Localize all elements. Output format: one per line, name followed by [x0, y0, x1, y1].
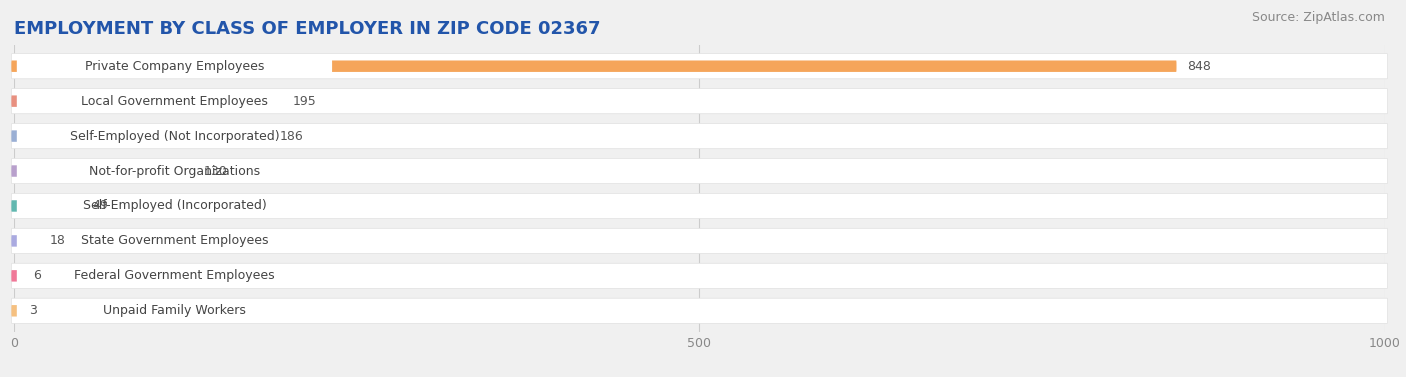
FancyBboxPatch shape — [17, 195, 332, 217]
FancyBboxPatch shape — [11, 95, 281, 107]
FancyBboxPatch shape — [17, 160, 332, 182]
FancyBboxPatch shape — [11, 158, 1388, 184]
FancyBboxPatch shape — [17, 230, 332, 252]
FancyBboxPatch shape — [11, 89, 1388, 114]
Text: 6: 6 — [34, 269, 41, 282]
Text: Local Government Employees: Local Government Employees — [82, 95, 269, 108]
FancyBboxPatch shape — [17, 300, 332, 322]
FancyBboxPatch shape — [11, 263, 1388, 288]
Text: EMPLOYMENT BY CLASS OF EMPLOYER IN ZIP CODE 02367: EMPLOYMENT BY CLASS OF EMPLOYER IN ZIP C… — [14, 20, 600, 38]
Text: 848: 848 — [1188, 60, 1212, 73]
FancyBboxPatch shape — [11, 235, 39, 247]
FancyBboxPatch shape — [11, 193, 1388, 219]
Text: 18: 18 — [49, 234, 66, 247]
Text: Self-Employed (Not Incorporated): Self-Employed (Not Incorporated) — [70, 130, 280, 143]
Text: State Government Employees: State Government Employees — [80, 234, 269, 247]
Text: Unpaid Family Workers: Unpaid Family Workers — [103, 304, 246, 317]
FancyBboxPatch shape — [11, 54, 1388, 79]
FancyBboxPatch shape — [11, 60, 1177, 72]
FancyBboxPatch shape — [11, 228, 1388, 253]
Text: Source: ZipAtlas.com: Source: ZipAtlas.com — [1251, 11, 1385, 24]
Text: Self-Employed (Incorporated): Self-Employed (Incorporated) — [83, 199, 266, 213]
FancyBboxPatch shape — [17, 125, 332, 147]
FancyBboxPatch shape — [11, 130, 269, 142]
FancyBboxPatch shape — [11, 270, 22, 282]
FancyBboxPatch shape — [11, 200, 82, 212]
Text: 49: 49 — [93, 199, 108, 213]
Text: 195: 195 — [292, 95, 316, 108]
FancyBboxPatch shape — [11, 165, 193, 177]
Text: 3: 3 — [30, 304, 37, 317]
FancyBboxPatch shape — [17, 265, 332, 287]
FancyBboxPatch shape — [17, 90, 332, 112]
Text: 186: 186 — [280, 130, 304, 143]
Text: Private Company Employees: Private Company Employees — [84, 60, 264, 73]
Text: Not-for-profit Organizations: Not-for-profit Organizations — [89, 164, 260, 178]
FancyBboxPatch shape — [11, 298, 1388, 323]
FancyBboxPatch shape — [11, 305, 18, 317]
FancyBboxPatch shape — [17, 55, 332, 77]
Text: Federal Government Employees: Federal Government Employees — [75, 269, 274, 282]
FancyBboxPatch shape — [11, 124, 1388, 149]
Text: 130: 130 — [204, 164, 226, 178]
